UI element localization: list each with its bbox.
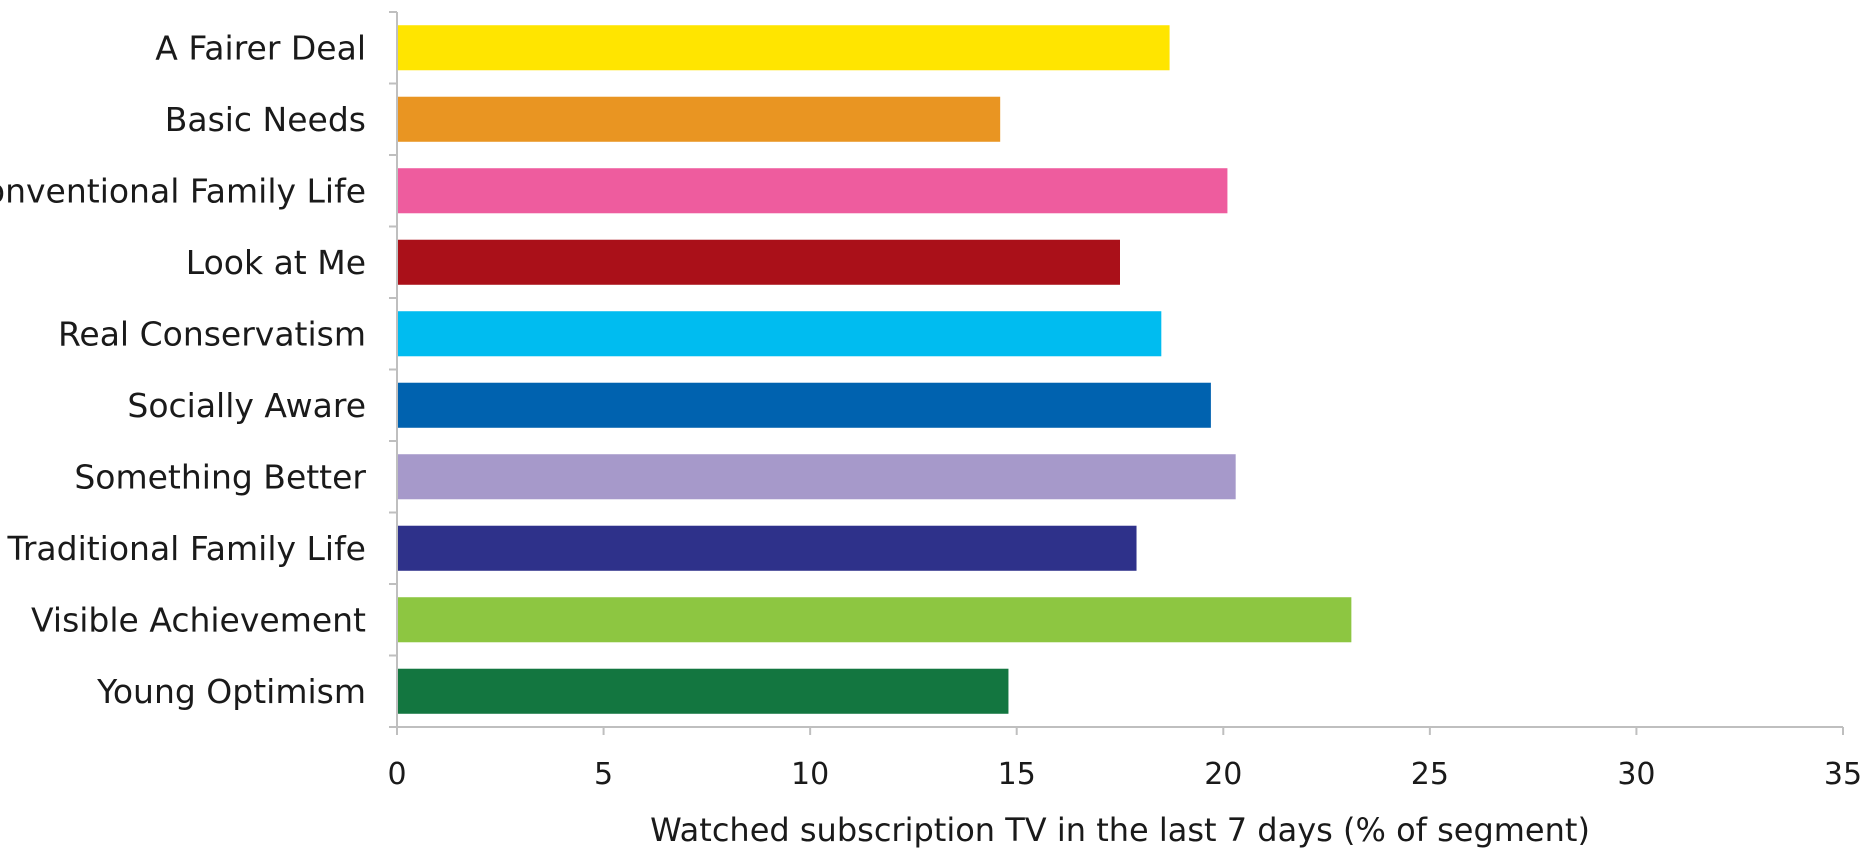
x-tick-label: 10 xyxy=(791,757,829,792)
x-tick-label: 0 xyxy=(387,757,406,792)
x-axis-title: Watched subscription TV in the last 7 da… xyxy=(650,811,1590,849)
category-label: Traditional Family Life xyxy=(7,529,366,568)
bar xyxy=(398,597,1352,643)
category-label: Conventional Family Life xyxy=(0,171,366,210)
bar xyxy=(398,525,1137,571)
x-tick-label: 25 xyxy=(1411,757,1449,792)
bar xyxy=(398,668,1009,714)
bar xyxy=(398,96,1001,142)
bars xyxy=(398,25,1352,714)
bar xyxy=(398,168,1228,214)
x-tick-label: 20 xyxy=(1204,757,1242,792)
bar xyxy=(398,239,1120,285)
category-label: Young Optimism xyxy=(96,672,366,711)
x-tick-label: 5 xyxy=(594,757,613,792)
category-label: Something Better xyxy=(74,457,366,496)
x-axis: 0 5 10 15 20 25 30 35 xyxy=(387,726,1862,792)
x-tick-label: 15 xyxy=(998,757,1036,792)
category-label: Socially Aware xyxy=(127,386,366,425)
category-label: A Fairer Deal xyxy=(155,28,366,67)
bar xyxy=(398,454,1236,500)
category-label: Visible Achievement xyxy=(31,600,366,639)
bar xyxy=(398,311,1162,357)
category-label: Real Conservatism xyxy=(58,314,366,353)
bar xyxy=(398,25,1170,71)
x-tick-label: 30 xyxy=(1617,757,1655,792)
y-axis: A Fairer Deal Basic Needs Conventional Fam… xyxy=(0,11,398,728)
category-label: Look at Me xyxy=(186,243,366,282)
x-tick-label: 35 xyxy=(1824,757,1862,792)
category-label: Basic Needs xyxy=(165,100,366,139)
bar xyxy=(398,382,1211,428)
